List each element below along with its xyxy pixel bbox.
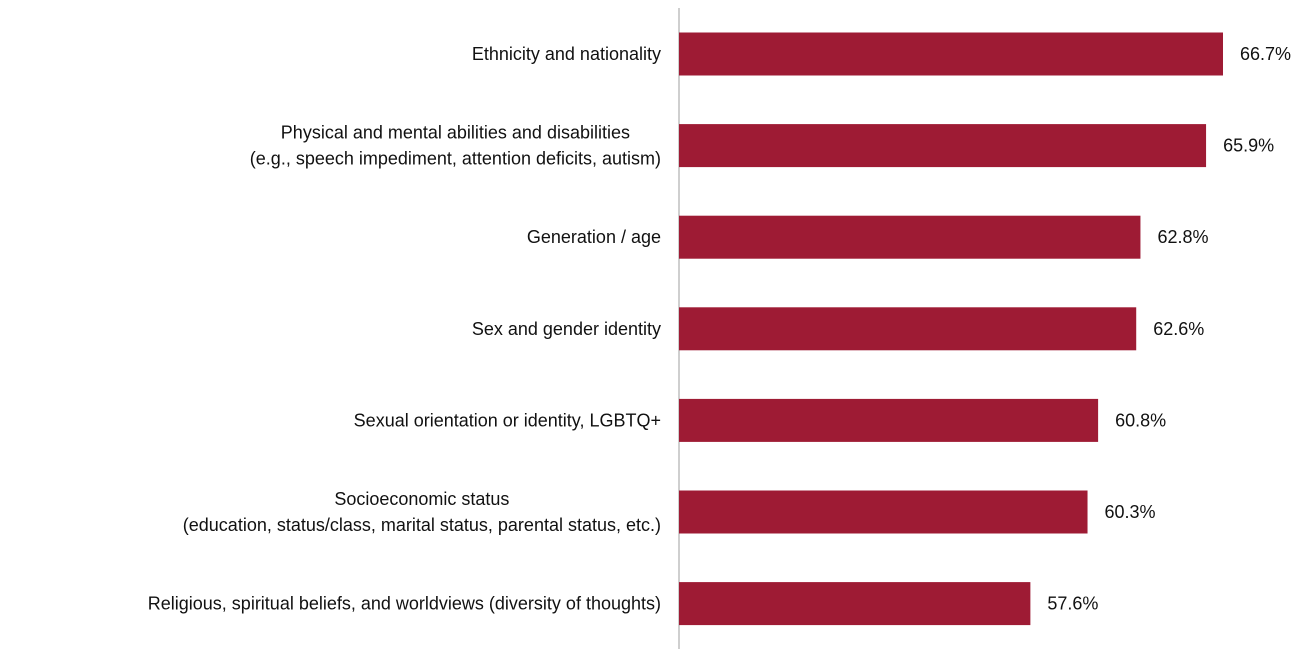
value-label: 60.3%	[1105, 502, 1156, 522]
category-label: Physical and mental abilities and disabi…	[250, 123, 661, 169]
category-label: Sex and gender identity	[472, 319, 661, 339]
bar	[679, 124, 1207, 168]
bar	[679, 398, 1099, 442]
bar	[679, 307, 1137, 351]
value-label: 60.8%	[1115, 410, 1166, 430]
value-label: 66.7%	[1240, 44, 1291, 64]
bar	[679, 582, 1031, 626]
bar	[679, 215, 1141, 259]
category-label: Sexual orientation or identity, LGBTQ+	[354, 410, 661, 430]
bar	[679, 32, 1223, 76]
value-label: 57.6%	[1047, 594, 1098, 614]
category-labels-group: Ethnicity and nationality Physical and me…	[148, 44, 661, 614]
category-label: Ethnicity and nationality	[472, 44, 661, 64]
value-labels-group: 66.7% 65.9% 62.8% 62.6% 60.8% 60.3% 57.6%	[1047, 44, 1291, 614]
category-label: Generation / age	[527, 227, 661, 247]
value-label: 62.8%	[1157, 227, 1208, 247]
category-label: Socioeconomic status (education, status/c…	[183, 489, 661, 535]
value-label: 65.9%	[1223, 136, 1274, 156]
value-label: 62.6%	[1153, 319, 1204, 339]
category-label: Religious, spiritual beliefs, and worldv…	[148, 594, 661, 614]
bar	[679, 490, 1088, 534]
bars-group	[679, 32, 1223, 626]
